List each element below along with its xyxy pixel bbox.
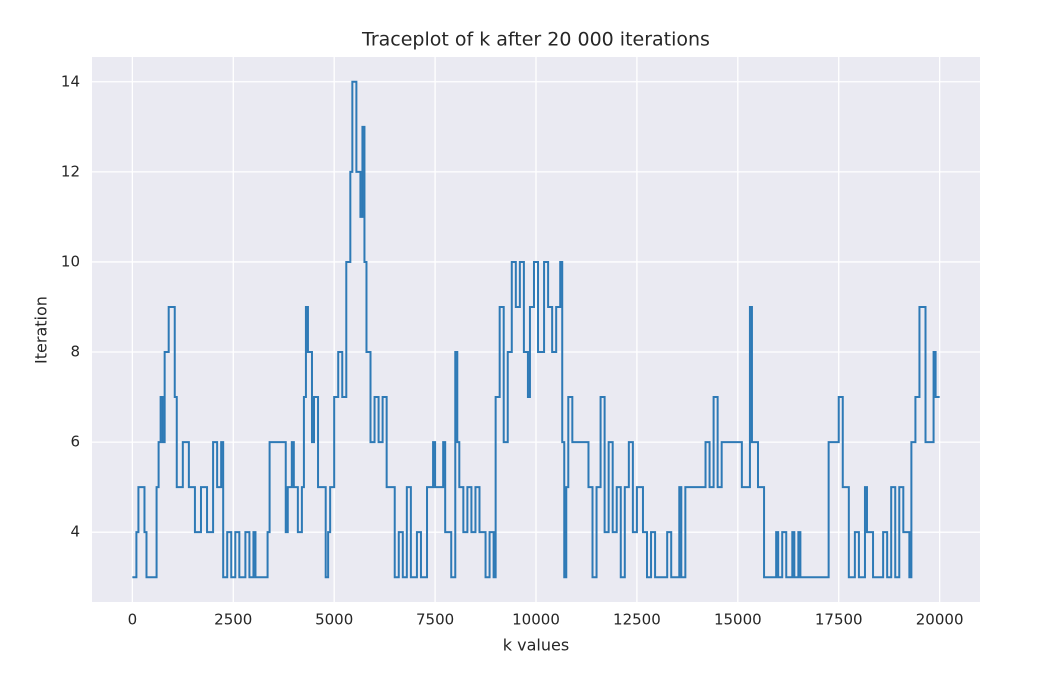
x-tick-label: 20000	[916, 611, 964, 629]
y-axis-label: Iteration	[32, 296, 51, 364]
x-tick-label: 7500	[416, 611, 454, 629]
x-axis-label: k values	[503, 636, 569, 655]
chart-title: Traceplot of k after 20 000 iterations	[361, 29, 710, 51]
x-tick-label: 5000	[315, 611, 353, 629]
x-tick-label: 17500	[815, 611, 863, 629]
y-tick-label: 10	[61, 252, 80, 270]
y-tick-label: 8	[70, 343, 80, 361]
x-tick-label: 2500	[214, 611, 252, 629]
y-tick-label: 6	[70, 433, 80, 451]
x-tick-label: 15000	[714, 611, 762, 629]
x-tick-label: 0	[128, 611, 138, 629]
y-tick-label: 14	[61, 72, 80, 90]
trace-line	[132, 80, 940, 579]
y-tick-label: 12	[61, 162, 80, 180]
y-tick-label: 4	[70, 523, 80, 541]
x-tick-label: 10000	[512, 611, 560, 629]
x-tick-label: 12500	[613, 611, 661, 629]
